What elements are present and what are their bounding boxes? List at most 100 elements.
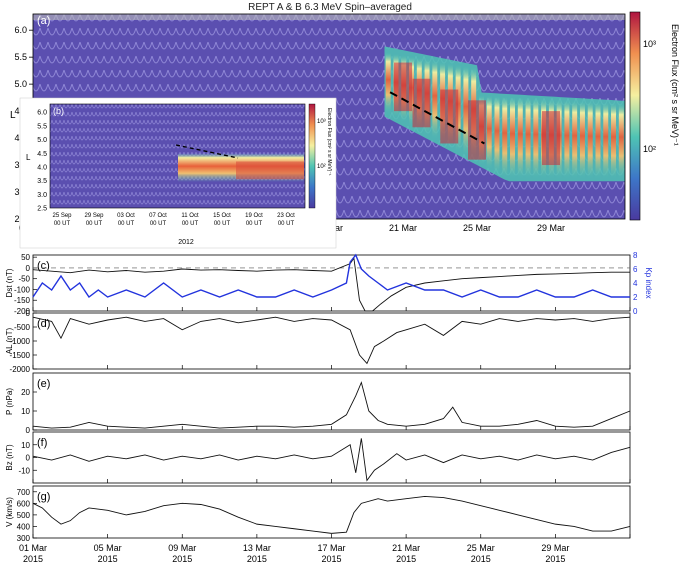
flux-stripe bbox=[595, 101, 601, 179]
panel-f: (f) Bz (nT) 10 0 -10 bbox=[5, 431, 631, 484]
panel-b-label: (b) bbox=[53, 106, 64, 116]
panel-b-xtick-label: 11 Oct bbox=[181, 213, 199, 219]
panel-b-ytick-label: 4.0 bbox=[37, 164, 47, 171]
kp-axis-label: Kp index bbox=[644, 267, 653, 298]
panel-a-xtick-label: 25 Mar bbox=[463, 223, 491, 233]
bottom-xtick-label: 01 Mar bbox=[19, 543, 47, 553]
flux-enhancement-bands bbox=[384, 46, 625, 182]
ytick-label: 0 bbox=[26, 309, 31, 318]
flux-stripe bbox=[432, 60, 438, 139]
bottom-xtick-label: 09 Mar bbox=[168, 543, 196, 553]
ytick-label: -2000 bbox=[10, 365, 31, 374]
flux-stripe bbox=[463, 66, 469, 157]
panel-a-top-gap bbox=[33, 14, 625, 20]
flux-peak-3 bbox=[468, 100, 486, 160]
flux-stripe bbox=[385, 52, 391, 114]
ytick-label: -200 bbox=[14, 307, 31, 316]
colorbar bbox=[629, 11, 641, 221]
ytick-label: -1000 bbox=[10, 337, 31, 346]
bottom-xtick-year: 2015 bbox=[23, 554, 43, 564]
panel-b-xtick-sublabel: 00 UT bbox=[54, 221, 71, 227]
bottom-xtick-year: 2015 bbox=[98, 554, 118, 564]
kp-tick-label: 8 bbox=[633, 251, 638, 260]
panel-label: (g) bbox=[37, 491, 50, 503]
bottom-xtick-label: 13 Mar bbox=[243, 543, 271, 553]
bottom-xtick-year: 2015 bbox=[545, 554, 565, 564]
inset-colorbar-tick-1e3: 10³ bbox=[317, 119, 326, 125]
ytick-label: -500 bbox=[14, 323, 31, 332]
ytick-label: 400 bbox=[17, 522, 31, 531]
panel-b-ytick-label: 3.5 bbox=[37, 178, 47, 185]
flux-stripe bbox=[587, 101, 593, 179]
panel-c: (c) Dst (nT) 50 0 -50-100 -150 -200 8 6 4 2 0 Kp ind… bbox=[5, 251, 653, 316]
panel-b-yticks: 2.5 3.0 3.5 4.0 4.5 5.0 5.5 6.0 bbox=[37, 110, 47, 213]
panel-b-xtick-sublabel: 00 UT bbox=[150, 221, 167, 227]
bottom-xtick-label: 25 Mar bbox=[467, 543, 495, 553]
panel-b-xtick-label: 15 Oct bbox=[213, 213, 231, 219]
ytick-label: 0 bbox=[26, 454, 31, 463]
panel-e: (e) P (nPa) 0 10 20 bbox=[5, 372, 631, 435]
flux-stripe bbox=[510, 96, 516, 179]
inset-dashed-fit-line bbox=[175, 144, 239, 159]
bottom-xtick-year: 2015 bbox=[247, 554, 267, 564]
panel-b-xtick-sublabel: 00 UT bbox=[214, 221, 231, 227]
panel-b-frame bbox=[49, 103, 306, 209]
kp-tick-label: 6 bbox=[633, 265, 638, 274]
panel-b-ytick-label: 5.0 bbox=[37, 137, 47, 144]
panel-b-ylabel: L bbox=[26, 153, 31, 162]
ytick-label: -1500 bbox=[10, 351, 31, 360]
panel-b-xtick-label: 07 Oct bbox=[149, 213, 167, 219]
ytick-label: 700 bbox=[17, 488, 31, 497]
kp-tick-label: 4 bbox=[633, 279, 638, 288]
panel-b-ytick-label: 4.5 bbox=[37, 151, 47, 158]
bottom-xtick-label: 17 Mar bbox=[317, 543, 345, 553]
panel-a-ylabel: L bbox=[10, 110, 16, 121]
flux-stripe bbox=[572, 100, 578, 179]
panel-label: (d) bbox=[37, 318, 50, 330]
bottom-xtick-year: 2015 bbox=[396, 554, 416, 564]
flux-stripe bbox=[525, 97, 531, 179]
bottom-xtick-label: 05 Mar bbox=[94, 543, 122, 553]
p-series-line bbox=[32, 381, 631, 429]
panel-b-xtick-sublabel: 00 UT bbox=[246, 221, 263, 227]
v-series-line bbox=[32, 495, 631, 534]
flux-stripe bbox=[603, 102, 609, 179]
panel-b-xtick-label: 23 Oct bbox=[277, 213, 295, 219]
kp-tick-label: 2 bbox=[633, 293, 638, 302]
colorbar-label: Electron Flux (cm² s sr MeV)⁻¹ bbox=[670, 24, 680, 146]
ytick-label: 50 bbox=[21, 253, 30, 262]
ytick-label: -50 bbox=[18, 275, 30, 284]
flux-stripe bbox=[618, 103, 624, 179]
panel-b-ytick-label: 6.0 bbox=[37, 110, 47, 117]
flux-stripe bbox=[579, 101, 585, 179]
panel-a-ytick-label: 5.0 bbox=[14, 79, 27, 89]
flux-stripe bbox=[502, 96, 508, 178]
panel-a-ytick-label: 6.0 bbox=[14, 25, 27, 35]
bz-series-line bbox=[32, 438, 631, 482]
panel-g: (g) V (km/s)700 600 500 400 300 bbox=[5, 485, 631, 543]
ytick-label: -150 bbox=[14, 296, 31, 305]
inset-colorbar-label: Electron Flux (cm² s sr MeV)⁻¹ bbox=[326, 108, 332, 176]
inset-colorbar-tick-1e2: 10² bbox=[317, 164, 326, 170]
ytick-label: 0 bbox=[26, 264, 31, 273]
inset-colorbar bbox=[308, 103, 316, 209]
panel-d: (d) AL (nT) 0 -500 -1000 -1500 -2000 bbox=[5, 309, 631, 374]
inset-band-core bbox=[236, 161, 304, 180]
flux-peak-0 bbox=[394, 62, 412, 112]
inset-flux-band bbox=[178, 153, 304, 182]
figure-title: REPT A & B 6.3 MeV Spin–averaged bbox=[248, 2, 412, 13]
panel-b-xtick-sublabel: 00 UT bbox=[86, 221, 103, 227]
flux-stripe bbox=[533, 98, 539, 179]
flux-peak-4 bbox=[542, 111, 560, 166]
panel-a-label: (a) bbox=[37, 15, 50, 27]
panel-frame bbox=[32, 431, 631, 484]
panel-frame bbox=[32, 372, 631, 431]
panel-ylabel: P (nPa) bbox=[5, 388, 14, 415]
ytick-label: 300 bbox=[17, 534, 31, 543]
bottom-xtick-label: 21 Mar bbox=[392, 543, 420, 553]
panel-b-year: 2012 bbox=[178, 239, 194, 246]
ytick-label: 500 bbox=[17, 511, 31, 520]
panel-a-ytick-label: 5.5 bbox=[14, 52, 27, 62]
flux-stripe bbox=[494, 96, 500, 174]
